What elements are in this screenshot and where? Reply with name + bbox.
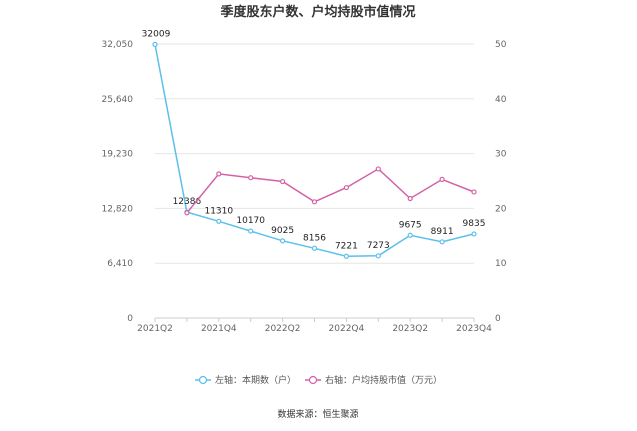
legend-label-1: 左轴：本期数（户） xyxy=(215,374,296,386)
series-point-1 xyxy=(375,253,381,259)
data-label: 8156 xyxy=(303,233,326,243)
right-tick-label: 10 xyxy=(495,259,507,269)
series-point-1 xyxy=(248,228,254,234)
x-tick-label: 2022Q2 xyxy=(265,324,301,334)
data-label: 7273 xyxy=(367,241,390,251)
x-tick-label: 2021Q2 xyxy=(137,324,173,334)
right-tick-label: 40 xyxy=(495,95,507,105)
right-axis: 0 10 20 30 40 50 xyxy=(495,40,507,324)
data-label: 9025 xyxy=(271,226,294,236)
right-tick-label: 20 xyxy=(495,204,507,214)
data-label: 9835 xyxy=(463,219,486,229)
series-point-1 xyxy=(216,218,222,224)
series-point-1 xyxy=(439,239,445,245)
series-line-2 xyxy=(186,167,475,214)
x-tick-label: 2021Q4 xyxy=(201,324,237,334)
chart-title: 季度股东户数、户均持股市值情况 xyxy=(219,4,415,20)
grid xyxy=(155,43,474,319)
x-tick-label: 2022Q4 xyxy=(329,324,365,334)
x-axis: 2021Q2 2021Q4 2022Q2 2022Q4 2023Q2 2023Q4 xyxy=(137,318,492,334)
series-point-1 xyxy=(407,232,413,238)
series-point-2 xyxy=(184,210,190,216)
series-point-1 xyxy=(343,253,349,259)
series-point-2 xyxy=(471,189,477,195)
left-tick-label: 0 xyxy=(127,314,133,324)
legend-marker-1 xyxy=(198,375,208,385)
left-tick-label: 19,230 xyxy=(102,150,134,160)
data-label: 10170 xyxy=(236,216,265,226)
left-tick-label: 25,640 xyxy=(102,95,134,105)
series-point-2 xyxy=(439,176,445,182)
series-point-1 xyxy=(280,238,286,244)
series-point-1 xyxy=(152,41,158,47)
series-point-1 xyxy=(471,231,477,237)
x-tick-label: 2023Q2 xyxy=(392,324,428,334)
legend[interactable]: 左轴：本期数（户） 右轴：户均持股市值（万元） xyxy=(195,374,442,386)
right-tick-label: 0 xyxy=(495,314,501,324)
right-tick-label: 30 xyxy=(495,150,507,160)
data-label: 9675 xyxy=(399,220,422,230)
legend-marker-2 xyxy=(308,375,318,385)
series-point-2 xyxy=(248,175,254,181)
left-tick-label: 32,050 xyxy=(102,40,134,50)
series-point-2 xyxy=(343,184,349,191)
left-tick-label: 6,410 xyxy=(107,259,133,269)
left-tick-label: 12,820 xyxy=(102,204,134,214)
data-label: 8911 xyxy=(431,227,454,237)
series-point-2 xyxy=(375,166,381,172)
legend-label-2: 右轴：户均持股市值（万元） xyxy=(325,374,442,386)
series-point-2 xyxy=(280,178,286,185)
x-tick-label: 2023Q4 xyxy=(456,324,492,334)
series-point-1 xyxy=(311,245,318,251)
data-label: 7221 xyxy=(335,241,358,251)
source-note: 数据来源：恒生聚源 xyxy=(277,408,358,420)
series-point-2 xyxy=(407,195,413,202)
series-line-1 xyxy=(154,44,475,258)
right-tick-label: 50 xyxy=(495,40,507,50)
data-label: 11310 xyxy=(204,206,233,216)
series-point-2 xyxy=(311,199,318,205)
left-axis: 0 6,410 12,820 19,230 25,640 32,050 xyxy=(102,40,134,324)
data-label: 32009 xyxy=(142,29,171,39)
data-label: 12386 xyxy=(173,197,202,207)
series-point-2 xyxy=(216,171,222,177)
